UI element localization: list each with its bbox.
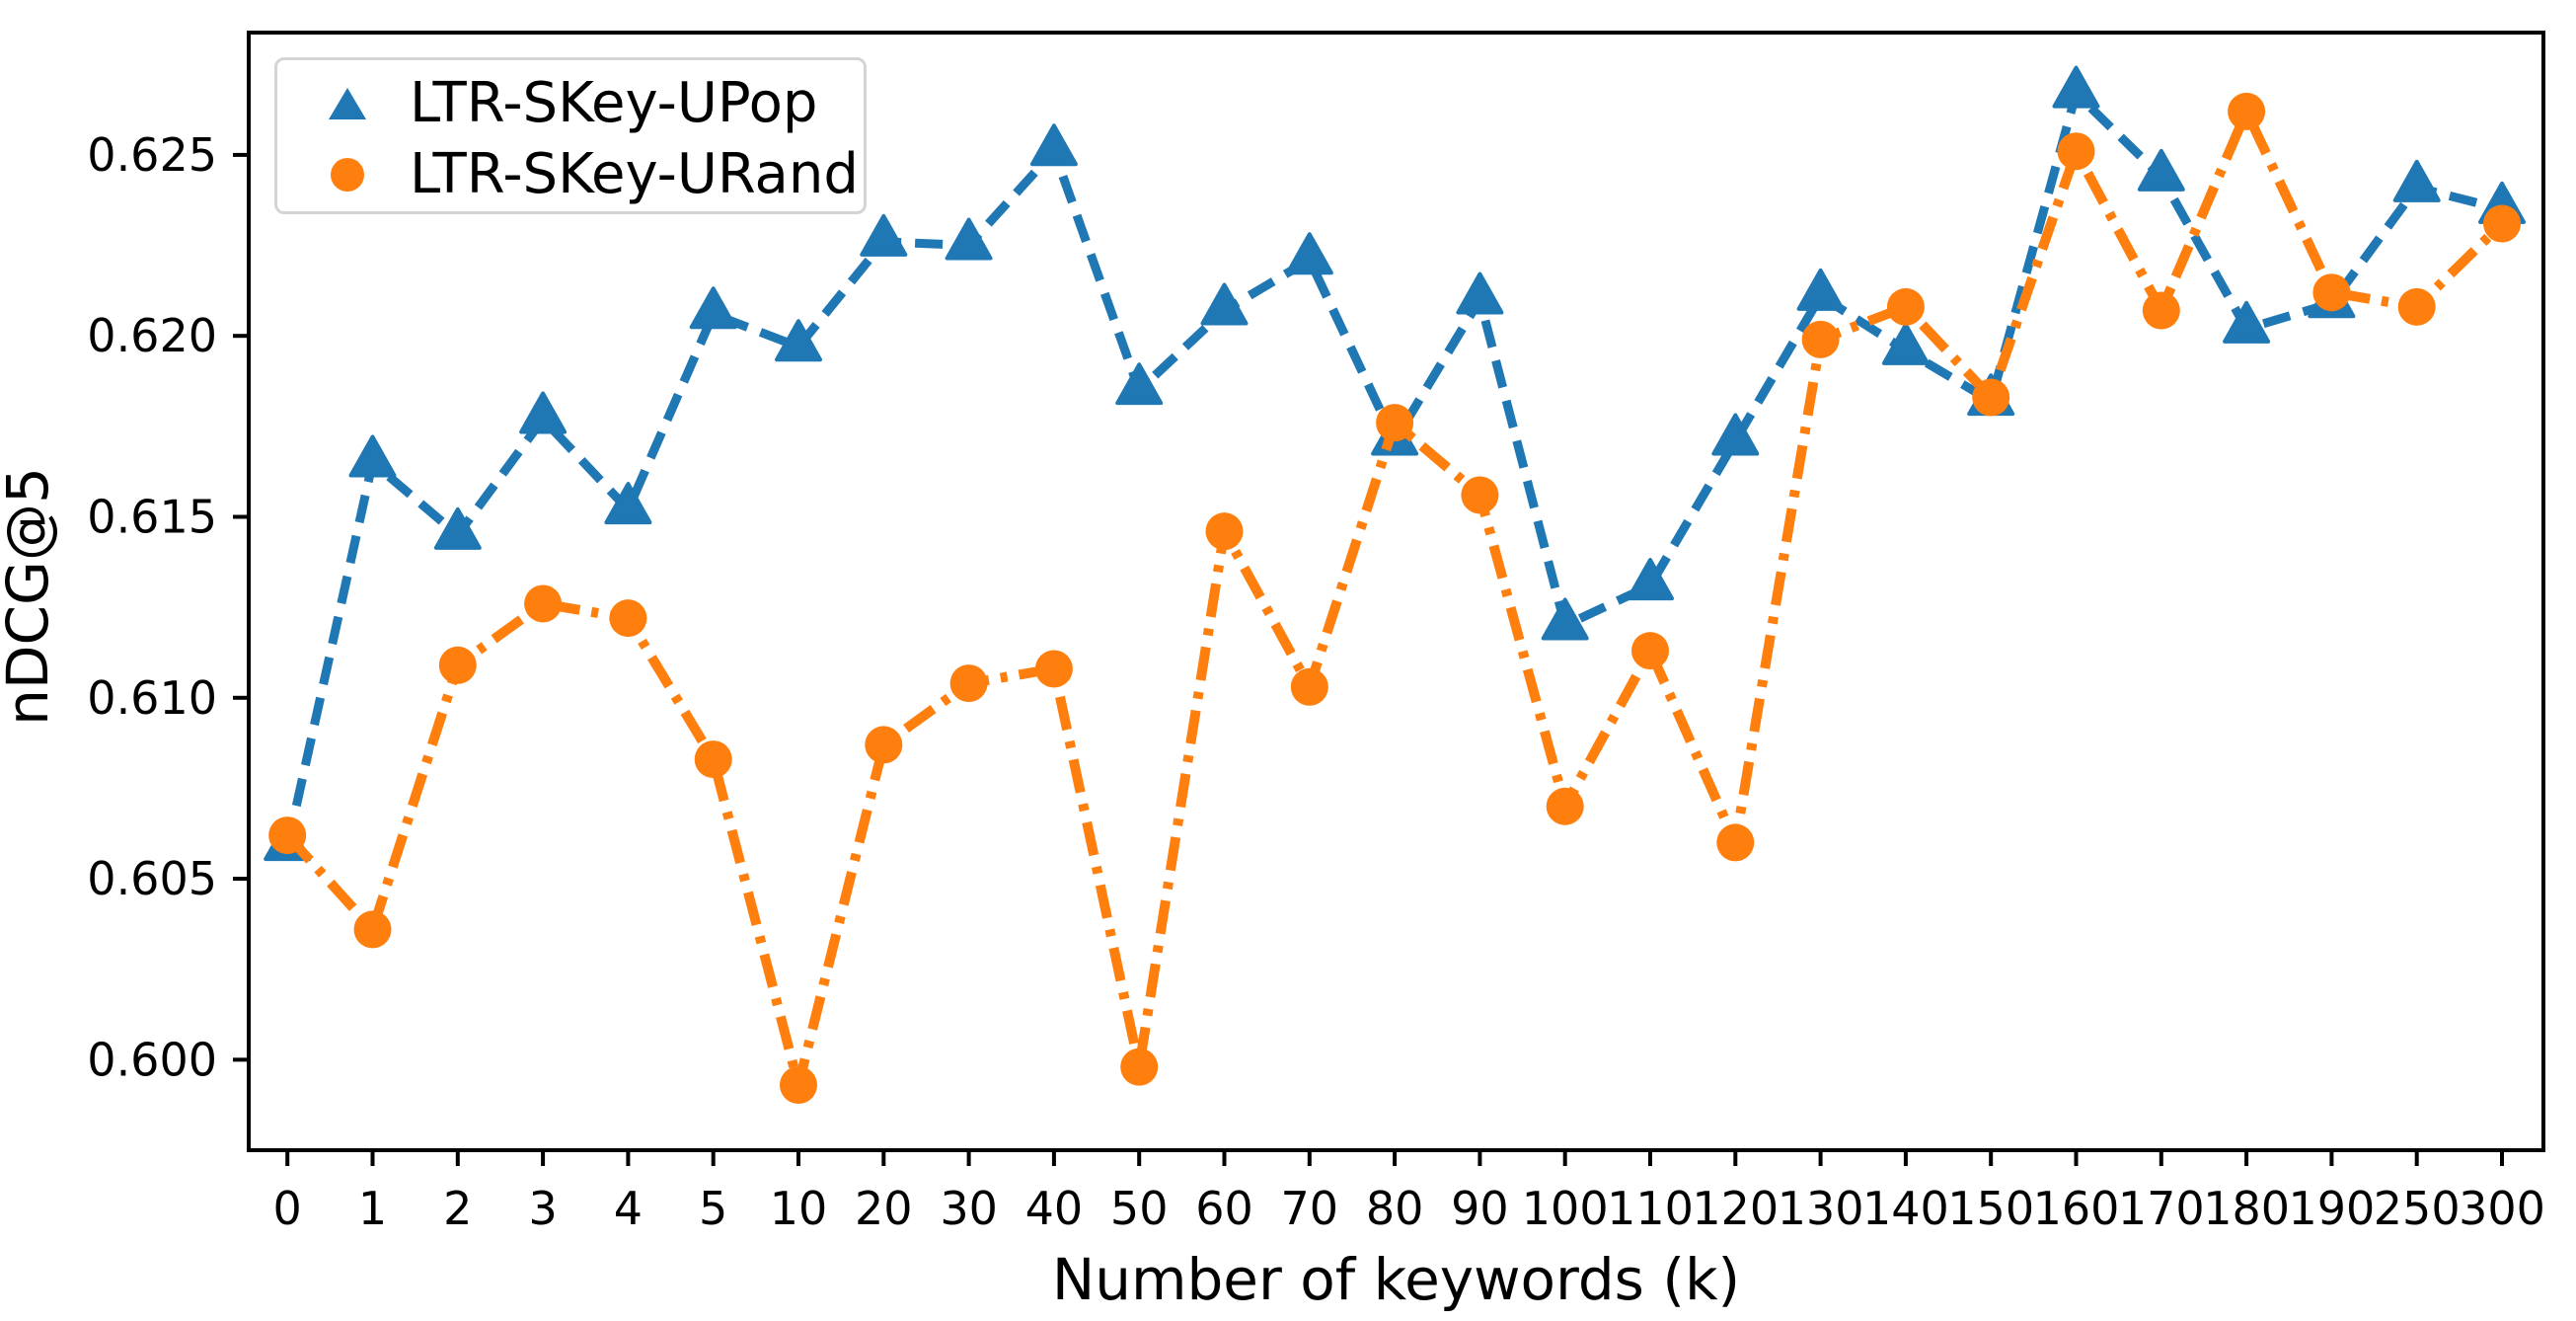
y-tick-label: 0.600 — [87, 1033, 217, 1086]
plot-spines — [247, 31, 2545, 1152]
data-point-upop — [860, 213, 908, 257]
legend-label-upop: LTR-SKey-UPop — [410, 71, 818, 135]
x-tick-label: 110 — [1607, 1182, 1694, 1235]
data-point-upop — [433, 506, 482, 550]
data-point-urand — [780, 1066, 817, 1105]
data-point-urand — [1290, 667, 1328, 706]
data-point-upop — [2137, 148, 2185, 192]
data-point-urand — [609, 599, 647, 638]
x-tick-label: 140 — [1862, 1182, 1949, 1235]
legend-item-upop: LTR-SKey-UPop — [277, 72, 864, 135]
series-line-urand — [283, 99, 2506, 1087]
x-tick-label: 90 — [1451, 1182, 1509, 1235]
data-point-upop — [1881, 322, 1930, 365]
data-point-upop — [1796, 268, 1845, 311]
legend-label-urand: LTR-SKey-URand — [410, 142, 859, 206]
data-point-upop — [2392, 159, 2441, 202]
data-point-upop — [775, 319, 822, 362]
data-point-urand — [865, 726, 903, 764]
x-tick-label: 40 — [1025, 1182, 1084, 1235]
x-tick-label: 10 — [770, 1182, 828, 1235]
data-point-urand — [1546, 787, 1584, 825]
x-tick-label: 250 — [2374, 1182, 2461, 1235]
data-point-urand — [268, 816, 307, 855]
circle-marker-icon — [313, 158, 382, 192]
x-tick-label: 160 — [2033, 1182, 2120, 1235]
x-axis-title: Number of keywords (k) — [1051, 1246, 1741, 1313]
data-point-urand — [694, 740, 732, 779]
data-point-urand — [2483, 204, 2521, 243]
data-point-upop — [1627, 558, 1674, 601]
data-point-upop — [689, 286, 737, 330]
data-point-urand — [1972, 378, 2010, 417]
triangle-marker-icon — [313, 88, 382, 119]
x-tick-label: 150 — [1947, 1182, 2034, 1235]
data-point-urand — [1120, 1048, 1159, 1086]
data-point-upop — [348, 434, 397, 478]
data-point-urand — [2142, 291, 2180, 330]
data-point-urand — [1801, 320, 1840, 358]
x-tick-label: 20 — [855, 1182, 913, 1235]
data-point-upop — [945, 217, 993, 261]
data-point-urand — [1631, 632, 1669, 670]
x-tick-label: 100 — [1522, 1182, 1609, 1235]
x-tick-label: 80 — [1366, 1182, 1424, 1235]
data-point-urand — [949, 664, 988, 703]
data-point-upop — [1456, 272, 1504, 315]
x-tick-label: 130 — [1778, 1182, 1864, 1235]
data-point-urand — [1716, 823, 1755, 862]
data-point-urand — [1034, 650, 1073, 688]
data-point-urand — [524, 584, 563, 623]
data-point-urand — [2228, 92, 2266, 130]
x-tick-label: 5 — [699, 1182, 727, 1235]
y-tick-label: 0.610 — [87, 671, 217, 725]
data-point-urand — [1461, 476, 1499, 514]
data-point-upop — [519, 391, 568, 434]
data-point-upop — [1029, 123, 1078, 167]
data-point-upop — [1115, 362, 1164, 406]
x-tick-label: 4 — [614, 1182, 643, 1235]
data-point-upop — [604, 482, 652, 525]
x-tick-label: 300 — [2459, 1182, 2545, 1235]
x-tick-label: 0 — [273, 1182, 302, 1235]
x-tick-label: 30 — [940, 1182, 998, 1235]
legend-item-urand: LTR-SKey-URand — [277, 143, 864, 206]
x-tick-label: 180 — [2203, 1182, 2290, 1235]
x-tick-label: 70 — [1281, 1182, 1339, 1235]
y-tick-label: 0.625 — [87, 128, 217, 182]
legend-box: LTR-SKey-UPop LTR-SKey-URand — [274, 57, 867, 214]
x-tick-label: 190 — [2288, 1182, 2375, 1235]
data-point-upop — [2223, 300, 2271, 344]
x-tick-label: 60 — [1195, 1182, 1253, 1235]
x-tick-label: 120 — [1692, 1182, 1779, 1235]
y-tick-label: 0.620 — [87, 309, 217, 362]
data-point-urand — [2057, 132, 2095, 171]
data-point-upop — [1200, 282, 1249, 326]
y-tick-label: 0.605 — [87, 852, 217, 905]
x-tick-label: 1 — [358, 1182, 387, 1235]
data-point-upop — [1285, 232, 1333, 275]
x-tick-label: 50 — [1110, 1182, 1169, 1235]
x-tick-label: 3 — [528, 1182, 557, 1235]
data-point-urand — [2312, 273, 2351, 312]
y-tick-label: 0.615 — [87, 490, 217, 543]
data-point-urand — [1886, 287, 1925, 326]
data-point-upop — [1711, 413, 1760, 456]
data-point-urand — [1205, 512, 1244, 551]
data-point-upop — [1541, 597, 1589, 641]
data-point-urand — [438, 646, 477, 684]
data-point-urand — [1376, 404, 1414, 442]
y-axis-title: nDCG@5 — [0, 467, 61, 726]
x-tick-label: 2 — [443, 1182, 472, 1235]
x-tick-label: 170 — [2118, 1182, 2205, 1235]
data-point-upop — [2052, 65, 2100, 109]
data-point-urand — [353, 910, 392, 949]
data-point-urand — [2397, 287, 2436, 326]
